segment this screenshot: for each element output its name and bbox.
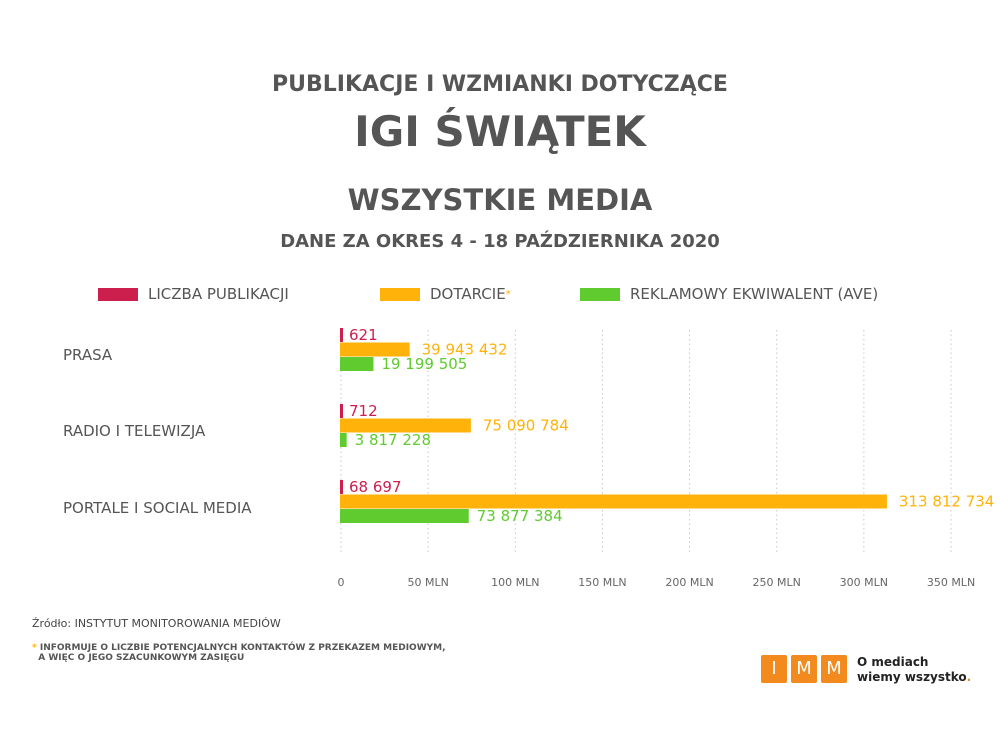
bar-2 — [340, 509, 469, 523]
x-tick-label: 100 MLN — [491, 576, 540, 589]
data-label: 712 — [349, 402, 378, 420]
x-tick-label: 250 MLN — [752, 576, 801, 589]
legend-item-reach: DOTARCIE * — [380, 285, 511, 303]
legend-item-ave: REKLAMOWY EKWIWALENT (AVE) — [580, 285, 878, 303]
data-label: 39 943 432 — [422, 341, 508, 359]
legend-asterisk: * — [505, 288, 511, 300]
tagline-line2: wiemy wszystko — [857, 670, 967, 684]
bar-0 — [340, 480, 343, 494]
data-label: 73 877 384 — [477, 507, 563, 525]
category-label: RADIO I TELEWIZJA — [63, 422, 206, 440]
legend-swatch — [380, 287, 420, 301]
x-tick-label: 300 MLN — [839, 576, 889, 589]
data-label: 19 199 505 — [381, 355, 467, 373]
logo-tagline: O mediach wiemy wszystko. — [857, 655, 971, 685]
legend-swatch — [98, 287, 138, 301]
data-label: 621 — [349, 326, 378, 344]
title-main: IGI ŚWIĄTEK — [354, 107, 646, 156]
data-label: 313 812 734 — [899, 493, 994, 511]
bar-1 — [340, 494, 887, 509]
category-label: PORTALE I SOCIAL MEDIA — [63, 499, 252, 517]
date-range: DANE ZA OKRES 4 - 18 PAŹDZIERNIKA 2020 — [280, 231, 720, 252]
bar-1 — [340, 342, 410, 357]
x-tick-label: 50 MLN — [407, 576, 449, 589]
legend-swatch — [580, 287, 620, 301]
tagline-dot: . — [966, 670, 972, 684]
title-line1: PUBLIKACJE I WZMIANKI DOTYCZĄCE — [272, 72, 728, 97]
x-tick-label: 0 — [337, 576, 345, 589]
note-asterisk: * — [32, 643, 37, 653]
source-text: Źródło: INSTYTUT MONITOROWANIA MEDIÓW — [32, 617, 281, 630]
legend-label: LICZBA PUBLIKACJI — [148, 285, 289, 303]
legend-label: REKLAMOWY EKWIWALENT (AVE) — [630, 285, 879, 303]
bar-0 — [340, 404, 343, 418]
data-label: 3 817 228 — [355, 431, 431, 449]
note-line1: INFORMUJE O LICZBIE POTENCJALNYCH KONTAK… — [39, 643, 446, 653]
subtitle: WSZYSTKIE MEDIA — [347, 183, 653, 217]
bar-0 — [340, 328, 343, 342]
category-label: PRASA — [63, 346, 113, 364]
data-label: 75 090 784 — [483, 417, 569, 435]
legend-label: DOTARCIE — [430, 285, 506, 303]
logo-letter: M — [791, 655, 817, 683]
x-tick-label: 200 MLN — [665, 576, 714, 589]
x-tick-label: 350 MLN — [926, 576, 976, 589]
legend-item-publications: LICZBA PUBLIKACJI — [98, 285, 289, 303]
logo-letter: I — [761, 655, 787, 683]
logo-letter: M — [821, 655, 847, 683]
bar-2 — [340, 433, 347, 447]
data-label: 68 697 — [349, 478, 402, 496]
bar-2 — [340, 357, 374, 371]
note-line2: A WIĘC O JEGO SZACUNKOWYM ZASIĘGU — [38, 653, 245, 663]
x-tick-label: 150 MLN — [578, 576, 627, 589]
bar-1 — [340, 418, 471, 433]
tagline-line1: O mediach — [857, 655, 929, 669]
